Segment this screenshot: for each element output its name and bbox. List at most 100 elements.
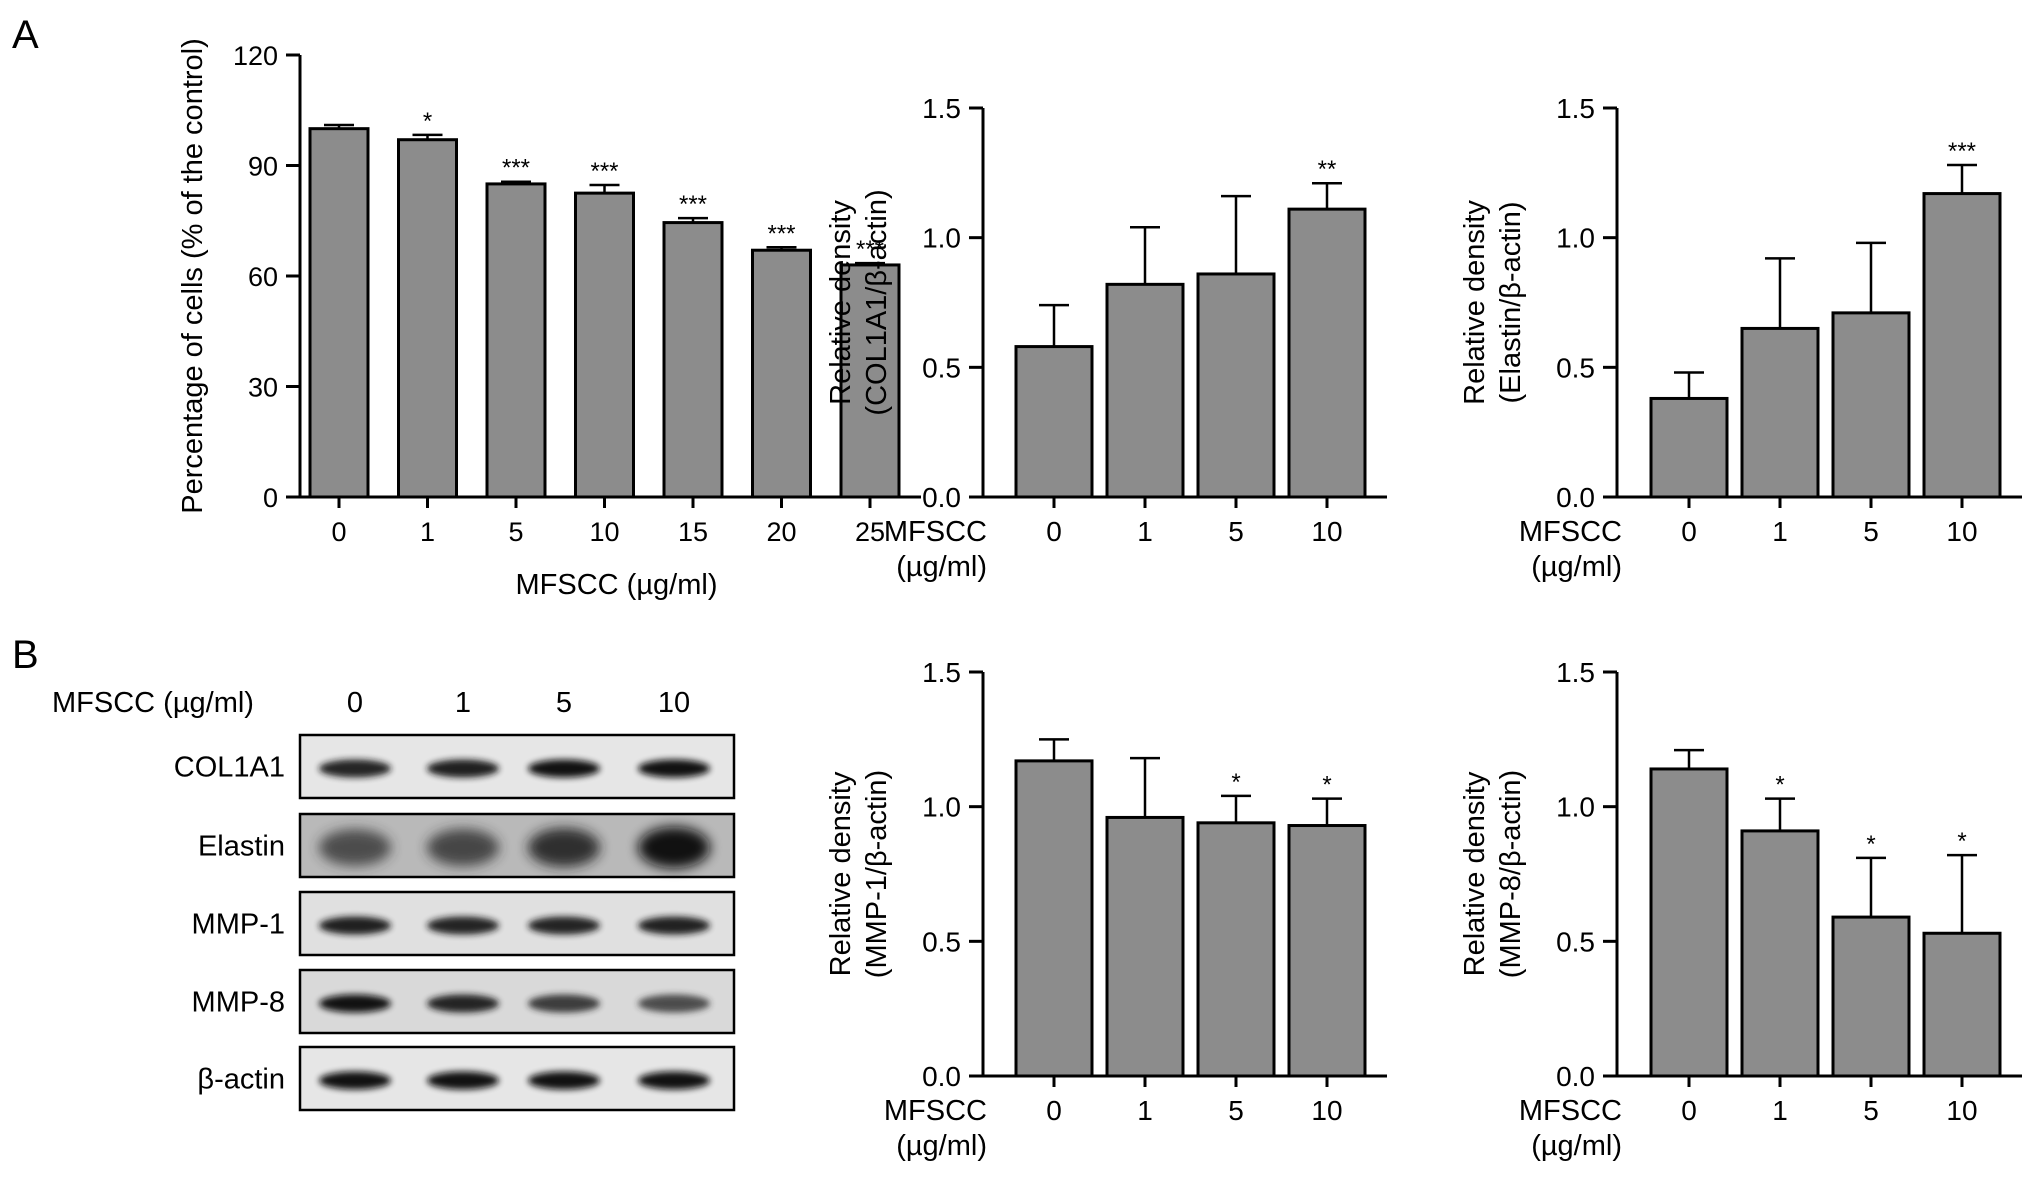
bar [751,248,812,499]
y-axis-label: (Elastin/β-actin) [1495,201,1527,403]
panel-label-b: B [12,633,39,677]
blot-band [528,759,600,778]
x-tick-label: 0 [1681,1095,1697,1126]
significance-mark: * [1866,831,1875,858]
blot-band [319,916,391,935]
bar [1014,759,1094,1078]
x-tick-label: 1 [1137,1095,1153,1126]
y-tick-label: 60 [248,262,278,292]
x-tick-label: 0 [1681,516,1697,547]
y-axis-label: Relative density [825,200,857,405]
bar [1196,821,1276,1078]
blot-row-label: β-actin [197,1064,285,1096]
bar [1287,824,1367,1078]
y-tick-label: 1.5 [922,657,961,688]
blot-band [528,994,600,1013]
blot-row-label: Elastin [198,831,285,863]
x-tick-label: 0 [1046,516,1062,547]
y-axis-label: (MMP-1/β-actin) [861,770,893,978]
x-tick-label: 15 [678,517,708,547]
significance-mark: * [1322,772,1331,799]
y-tick-label: 0.5 [1556,352,1595,383]
x-tick-label: 20 [766,517,796,547]
bar [1740,326,1820,499]
blot-band [638,916,710,935]
significance-mark: *** [590,158,618,185]
bar [1287,207,1367,499]
blot-band [319,1071,391,1090]
bar [1740,829,1820,1078]
y-tick-label: 1.0 [922,792,961,823]
blot-band [427,1071,499,1090]
y-tick-label: 1.0 [1556,792,1595,823]
blot-row-label: COL1A1 [174,752,285,784]
blot-row-1: Elastin [198,812,736,879]
x-axis-label: MFSCC (µg/ml) [516,569,718,601]
y-tick-label: 0.0 [1556,482,1595,513]
blot-row-4: β-actin [197,1045,736,1112]
significance-mark: * [1231,769,1240,796]
y-tick-label: 0.0 [922,482,961,513]
blot-band [427,994,499,1013]
blot-band [427,828,499,867]
significance-mark: *** [856,236,884,263]
x-tick-label: 5 [1863,516,1879,547]
y-tick-label: 1.0 [1556,223,1595,254]
bar [1831,915,1911,1078]
y-axis-label: Percentage of cells (% of the control) [177,38,209,514]
bar [1105,815,1185,1078]
bar [1649,767,1729,1078]
x-tick-label: 1 [1772,516,1788,547]
y-tick-label: 1.5 [1556,657,1595,688]
bar-charts: 03060901200*1***5***10***15***20***25Per… [177,38,2022,1162]
x-tick-label: 1 [1772,1095,1788,1126]
x-axis-label: MFSCC [1519,516,1622,548]
x-axis-label: MFSCC [1519,1095,1622,1127]
y-tick-label: 0.5 [1556,926,1595,957]
bar [1196,272,1276,499]
chart-elastin: 0.0 0.5 1.0 1.5 0 1 5 *** 10 Relative density (Ela… [1459,93,2022,583]
chart-viability: 0 30 60 90 120 0 * 1 *** 5 *** 10 *** 15 *** 20 *** 25 Per… [177,38,921,601]
bar [662,221,724,499]
x-tick-label: 10 [1946,1095,1977,1126]
significance-mark: ** [1318,156,1337,183]
y-axis-label: (COL1A1/β-actin) [861,189,893,415]
bar [1831,311,1911,499]
blot-band [319,994,391,1013]
x-tick-label: 1 [420,517,435,547]
x-axis-label: (µg/ml) [896,1130,987,1162]
y-axis-label: Relative density [1459,200,1491,405]
x-tick-label: 10 [1311,1095,1342,1126]
x-tick-label: 25 [855,517,885,547]
blot-band [528,828,600,867]
bar [1922,192,2002,499]
blot-band [638,826,710,869]
x-axis-label: (µg/ml) [1531,1130,1622,1162]
x-tick-label: 5 [508,517,523,547]
x-tick-label: 5 [1228,516,1244,547]
x-tick-label: 10 [1311,516,1342,547]
bar [308,127,370,499]
y-tick-label: 120 [233,41,278,71]
y-axis-label: (MMP-8/β-actin) [1495,770,1527,978]
y-axis-label: Relative density [825,771,857,976]
blot-lane-label: 5 [556,687,572,719]
western-blot-panel: MFSCC (µg/ml) 0 1 5 10 COL1A1 Elastin MMP-1 MMP-… [52,687,736,1112]
y-tick-label: 1.5 [922,93,961,124]
chart-mmp1: 0.0 0.5 1.0 1.5 0 1 * 5 * 10 Relative density (MMP-… [825,657,1387,1162]
bar [485,182,547,499]
blot-header-label: MFSCC (µg/ml) [52,687,254,719]
blot-lane-label: 10 [658,687,690,719]
y-tick-label: 0.0 [922,1061,961,1092]
x-tick-label: 10 [589,517,619,547]
significance-mark: *** [502,155,530,182]
x-tick-label: 5 [1228,1095,1244,1126]
y-axis-label: Relative density [1459,771,1491,976]
x-axis-label: MFSCC [884,516,987,548]
x-axis-label: (µg/ml) [896,551,987,583]
significance-mark: * [1957,828,1966,855]
blot-lane-label: 1 [455,687,471,719]
chart-col1a1: 0.0 0.5 1.0 1.5 0 1 5 ** 10 Relative density (COL1… [825,93,1387,583]
significance-mark: * [1775,772,1784,799]
